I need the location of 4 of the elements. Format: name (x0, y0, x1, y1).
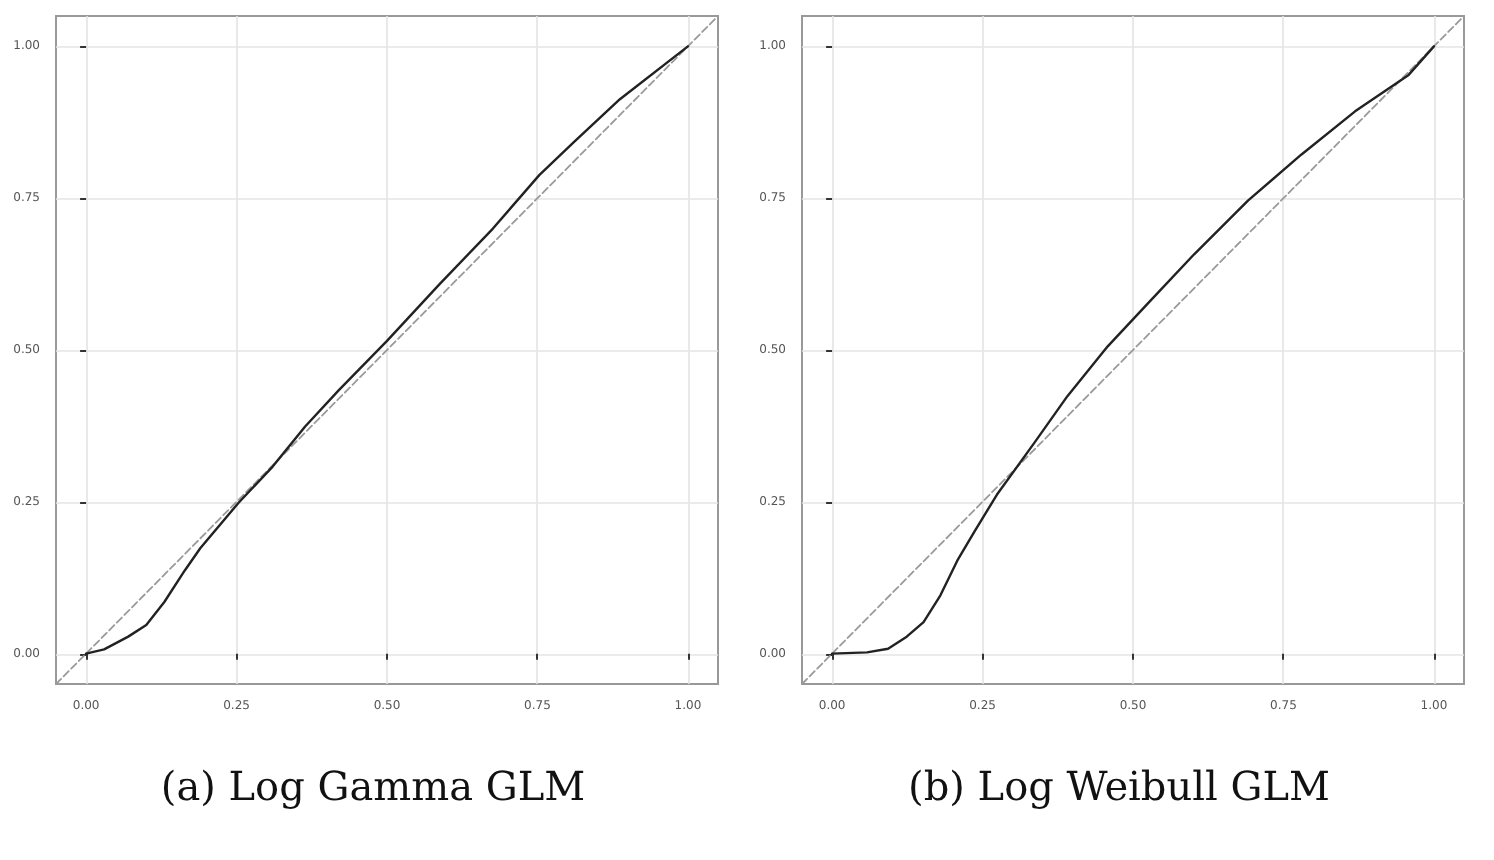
line-series (830, 45, 1436, 655)
text: (a) Log Gamma GLM (160, 762, 586, 810)
line-series (84, 45, 690, 655)
text: (b) Log Weibull GLM (908, 762, 1330, 810)
